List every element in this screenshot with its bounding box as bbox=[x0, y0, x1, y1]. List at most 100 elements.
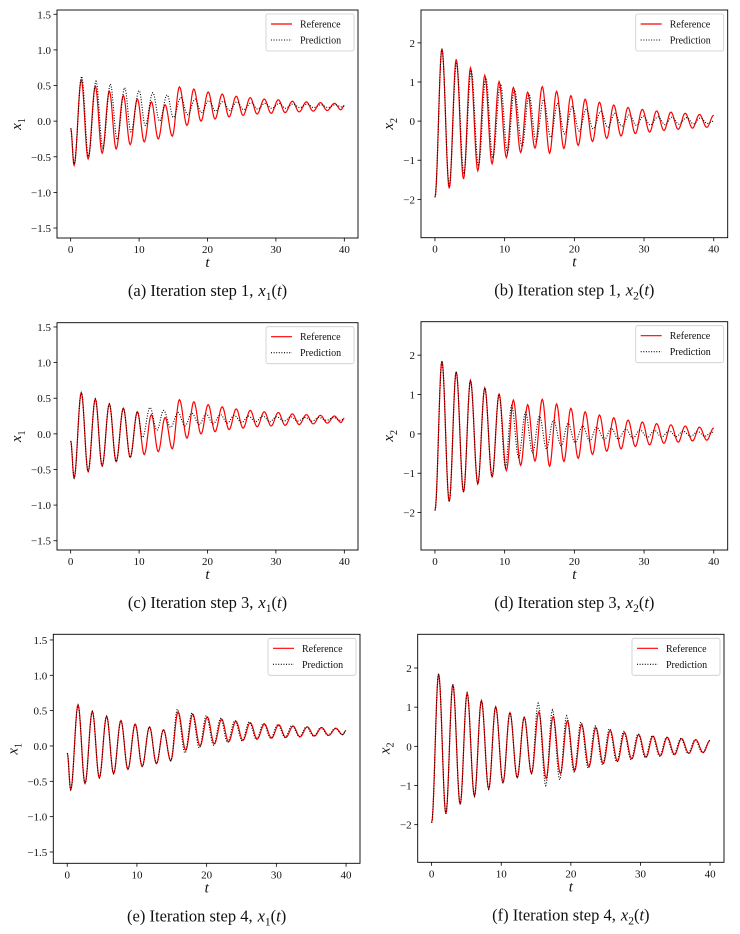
caption-var: x bbox=[620, 905, 629, 924]
legend-label-prediction: Prediction bbox=[302, 660, 343, 671]
y-tick-label: 1.0 bbox=[37, 358, 51, 370]
legend-label-reference: Reference bbox=[666, 644, 707, 655]
legend-label-reference: Reference bbox=[300, 20, 341, 31]
legend: Reference Prediction bbox=[635, 13, 725, 52]
legend-box bbox=[265, 13, 355, 52]
y-tick-label: −1.5 bbox=[31, 536, 51, 548]
y-tick-label: 1.0 bbox=[34, 670, 48, 682]
x-tick-label: 30 bbox=[270, 556, 282, 568]
y-tick-label: −2 bbox=[403, 194, 415, 206]
x-axis-label: t bbox=[572, 255, 577, 271]
x-tick-label: 10 bbox=[134, 244, 146, 256]
y-tick-label: 2 bbox=[410, 38, 416, 50]
legend-label-reference: Reference bbox=[300, 332, 341, 343]
legend-label-prediction: Prediction bbox=[670, 36, 711, 47]
series-line-prediction bbox=[70, 390, 345, 480]
x-tick-label: 10 bbox=[499, 556, 511, 568]
x-tick-label: 40 bbox=[705, 868, 717, 880]
y-tick-label: −1.0 bbox=[27, 812, 47, 824]
subplot-caption: (b) Iteration step 1, x2(t) bbox=[494, 281, 654, 303]
y-tick-label: 1.5 bbox=[37, 322, 51, 334]
caption-paren: ) bbox=[644, 905, 650, 924]
subplot-caption: (d) Iteration step 3, x2(t) bbox=[494, 593, 654, 615]
caption-var: x bbox=[257, 281, 266, 300]
y-tick-label: −1 bbox=[403, 155, 415, 167]
y-axis-label-sub: 1 bbox=[13, 743, 24, 748]
y-tick-label: 0.5 bbox=[37, 393, 51, 405]
caption-arg: t bbox=[644, 593, 649, 612]
y-tick-label: −0.5 bbox=[27, 776, 47, 788]
y-tick-label: 0.5 bbox=[37, 81, 51, 93]
y-axis-label-var: x bbox=[381, 435, 397, 443]
caption-paren: ) bbox=[282, 281, 288, 300]
legend-box bbox=[631, 637, 721, 676]
legend: Reference Prediction bbox=[267, 637, 357, 676]
y-tick-label: −0.5 bbox=[31, 152, 51, 164]
caption-var: x bbox=[257, 593, 266, 612]
caption-paren: ) bbox=[649, 281, 655, 300]
caption-paren: ( bbox=[272, 281, 278, 300]
legend-box bbox=[635, 13, 725, 52]
y-tick-label: −1 bbox=[400, 781, 412, 793]
caption-arg: t bbox=[276, 906, 281, 925]
legend-label-prediction: Prediction bbox=[666, 660, 707, 671]
series-line-prediction bbox=[70, 74, 345, 166]
x-tick-label: 0 bbox=[432, 556, 438, 568]
legend-box bbox=[267, 637, 357, 676]
x-tick-label: 10 bbox=[131, 869, 143, 881]
x-axis-label: t bbox=[572, 567, 577, 583]
legend: Reference Prediction bbox=[265, 13, 355, 52]
y-tick-label: 2 bbox=[406, 663, 412, 675]
y-tick-label: 1 bbox=[406, 702, 412, 714]
caption-paren: ( bbox=[271, 906, 277, 925]
y-tick-label: 1 bbox=[410, 77, 416, 89]
y-tick-label: −1.0 bbox=[31, 187, 51, 199]
y-tick-label: 1.0 bbox=[37, 45, 51, 57]
y-tick-label: 1.5 bbox=[34, 635, 48, 647]
series-line-reference bbox=[434, 360, 714, 511]
caption-paren: ( bbox=[639, 593, 645, 612]
legend-label-prediction: Prediction bbox=[300, 348, 341, 359]
y-axis-label: x2 bbox=[381, 430, 400, 443]
y-tick-label: 0 bbox=[410, 116, 416, 128]
y-axis-label-var: x bbox=[5, 748, 21, 756]
x-tick-label: 20 bbox=[202, 244, 214, 256]
y-axis-label: x1 bbox=[9, 431, 28, 444]
x-tick-label: 10 bbox=[134, 556, 146, 568]
x-tick-label: 0 bbox=[64, 869, 70, 881]
x-tick-label: 20 bbox=[569, 244, 581, 256]
y-axis-label-var: x bbox=[378, 747, 394, 755]
subplot-d: 0 10 20 30 40−2−1012tx2ReferencePrediction(d… bbox=[381, 321, 729, 615]
caption-paren: ( bbox=[272, 593, 278, 612]
subplot-caption: (e) Iteration step 4, x1(t) bbox=[127, 906, 286, 928]
caption-sub: 1 bbox=[266, 291, 272, 303]
caption-paren: ) bbox=[282, 593, 288, 612]
caption-paren: ( bbox=[639, 281, 645, 300]
x-tick-label: 10 bbox=[499, 244, 511, 256]
y-axis-label: x2 bbox=[378, 742, 397, 755]
caption-label: (e) Iteration step 4, bbox=[127, 906, 253, 925]
y-axis-label-sub: 2 bbox=[389, 430, 400, 435]
x-tick-label: 40 bbox=[708, 244, 720, 256]
x-tick-label: 30 bbox=[270, 244, 282, 256]
x-tick-label: 40 bbox=[339, 556, 351, 568]
caption-label: (d) Iteration step 3, bbox=[494, 593, 620, 612]
subplot-c: 0 10 20 30 40−1.5−1.0−0.50.00.51.01.5tx1Refe… bbox=[9, 322, 359, 615]
x-tick-label: 40 bbox=[341, 869, 353, 881]
series-line-reference bbox=[66, 703, 347, 792]
x-tick-label: 30 bbox=[635, 868, 647, 880]
y-axis-label-sub: 1 bbox=[17, 118, 28, 123]
legend-label-prediction: Prediction bbox=[670, 347, 711, 358]
y-axis-label-var: x bbox=[9, 435, 25, 443]
subplot-caption: (c) Iteration step 3, x1(t) bbox=[128, 593, 287, 615]
x-tick-label: 20 bbox=[201, 869, 213, 881]
series-line-prediction bbox=[434, 48, 714, 198]
y-tick-label: 0.0 bbox=[34, 741, 48, 753]
y-tick-label: 1.5 bbox=[37, 9, 51, 21]
y-tick-label: 0 bbox=[406, 741, 412, 753]
y-tick-label: −2 bbox=[403, 508, 415, 520]
y-tick-label: −1.0 bbox=[31, 500, 51, 512]
x-tick-label: 0 bbox=[429, 868, 435, 880]
subplot-b: 0 10 20 30 40−2−1012tx2ReferencePrediction(b… bbox=[381, 9, 729, 303]
caption-sub: 2 bbox=[633, 603, 639, 615]
